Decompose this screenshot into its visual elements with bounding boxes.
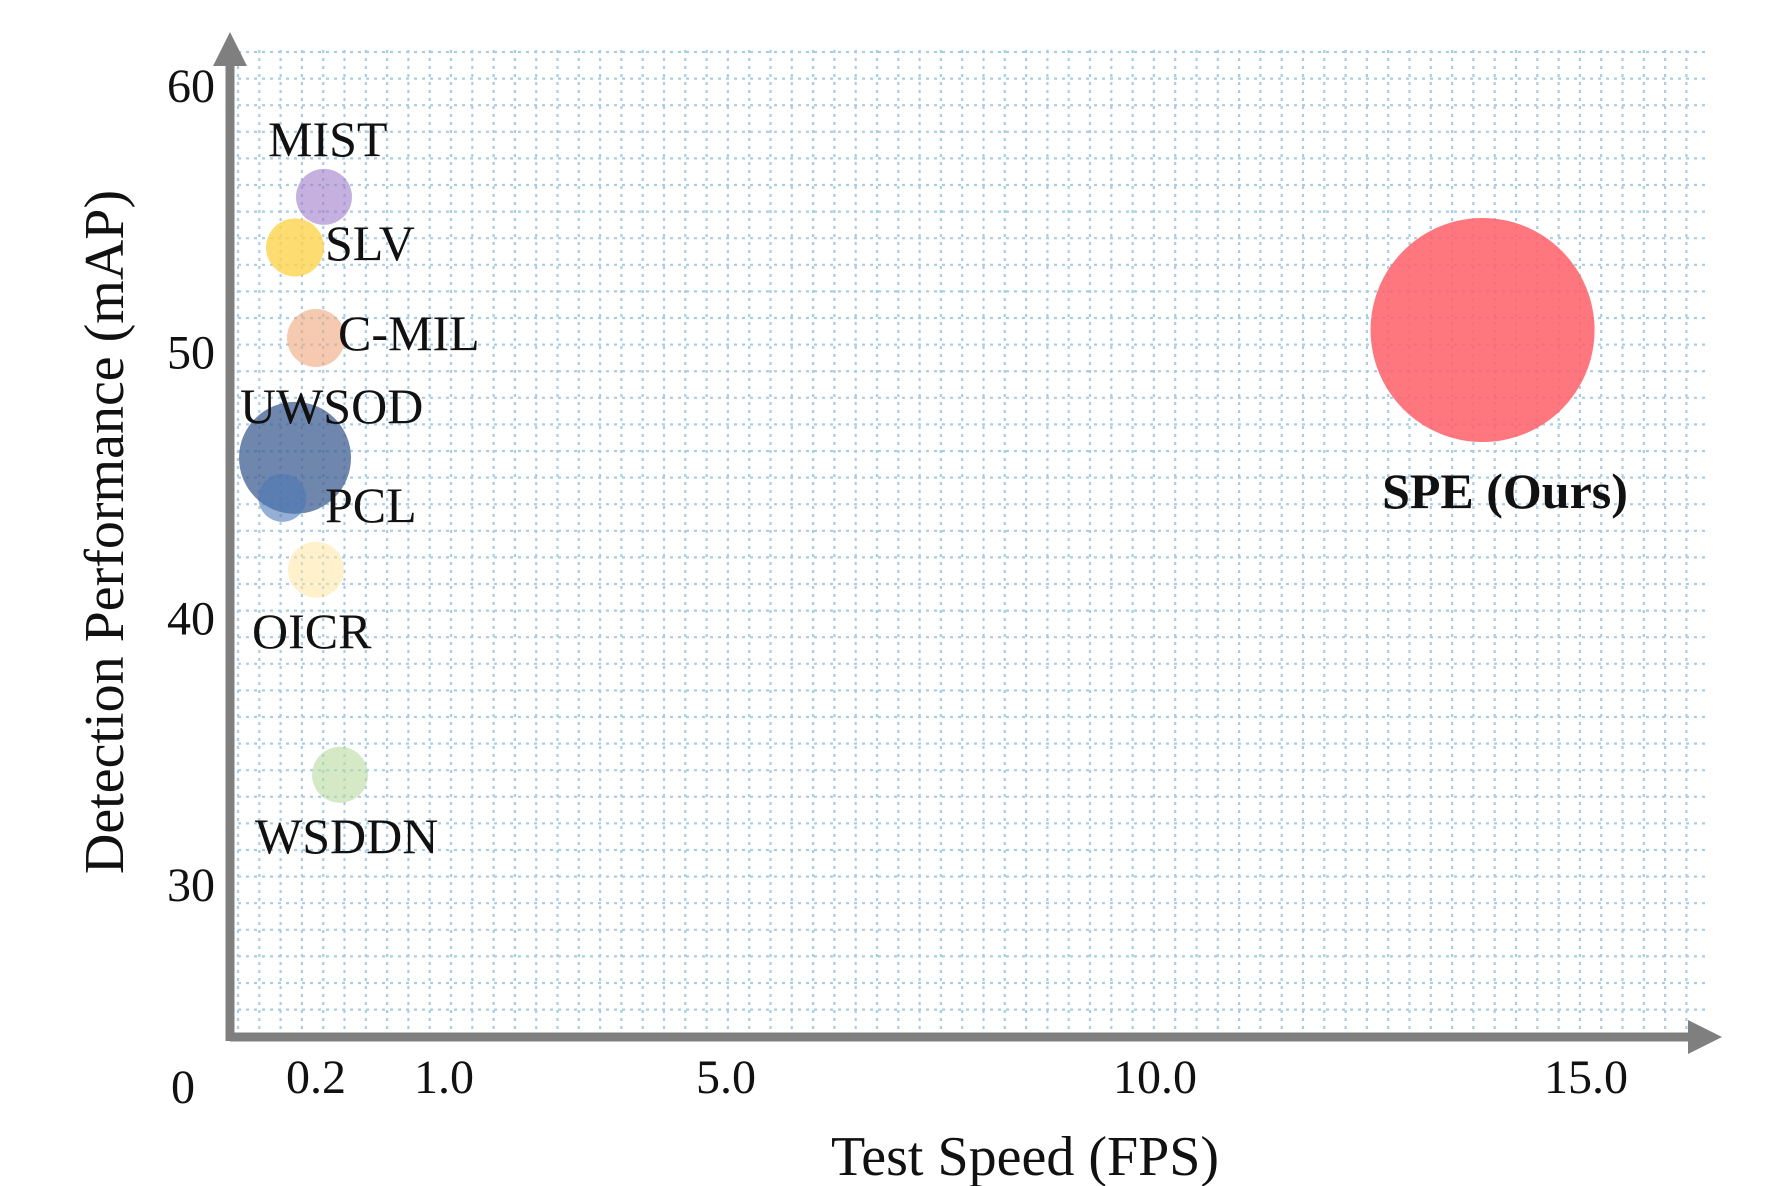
axes [213, 32, 1722, 1054]
x-axis-arrow [1688, 1020, 1722, 1054]
bubble-wsddn [312, 746, 368, 803]
y-tick-label: 50 [167, 326, 215, 379]
bubble-oicr [288, 541, 344, 598]
point-label-wsddn: WSDDN [255, 808, 438, 864]
bubble-spe-ours [1370, 218, 1595, 443]
bubbles [239, 168, 1595, 803]
bubble-slv [266, 218, 324, 277]
point-label-spe-ours: SPE (Ours) [1382, 463, 1628, 519]
point-label-c-mil: C-MIL [338, 305, 480, 361]
point-label-uwsod: UWSOD [240, 378, 423, 434]
y-tick-label: 40 [167, 593, 215, 646]
point-label-oicr: OICR [252, 603, 372, 659]
x-axis-title: Test Speed (FPS) [831, 1126, 1219, 1186]
y-axis-arrow [213, 32, 247, 66]
bubble-c-mil [287, 309, 345, 368]
x-tick-label: 5.0 [696, 1051, 756, 1104]
point-label-slv: SLV [325, 215, 415, 271]
tick-labels: 0 0.2 1.0 5.0 10.0 15.0 30 40 50 60 [167, 60, 1628, 1114]
y-tick-label: 60 [167, 60, 215, 113]
x-tick-label: 1.0 [414, 1051, 474, 1104]
y-axis-title: Detection Performance (mAP) [74, 190, 136, 874]
bubble-pcl [258, 473, 307, 522]
point-label-pcl: PCL [325, 477, 417, 533]
point-label-mist: MIST [268, 111, 387, 167]
y-tick-label: 30 [167, 859, 215, 912]
grid [236, 50, 1705, 1030]
point-labels: MIST SLV C-MIL UWSOD PCL OICR WSDDN SPE (Ours) [240, 111, 1628, 864]
bubble-mist [296, 168, 352, 225]
x-tick-label: 0.2 [286, 1051, 346, 1104]
x-tick-label: 0 [171, 1061, 195, 1114]
x-tick-label: 15.0 [1544, 1051, 1628, 1104]
x-tick-label: 10.0 [1113, 1051, 1197, 1104]
